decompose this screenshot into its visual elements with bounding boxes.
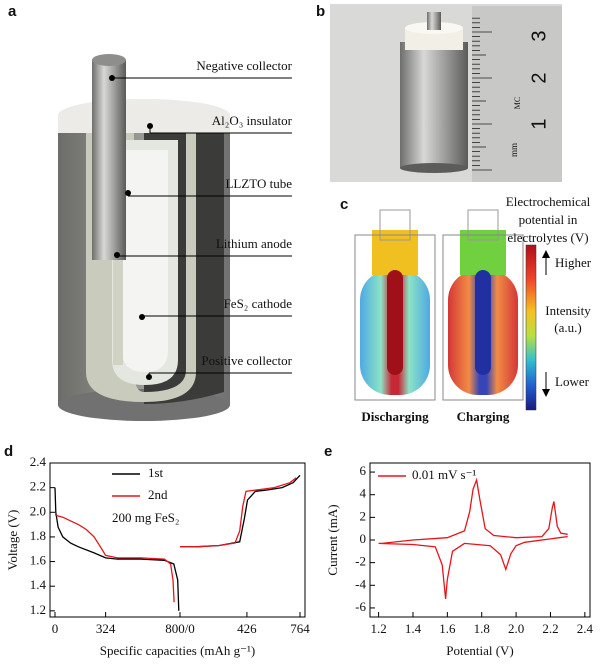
y-tick-label: 1.8 [30,528,46,543]
x-axis-title: Specific capacities (mAh g⁻¹) [100,643,256,658]
x-tick-label: 1.8 [474,621,490,636]
callout-label: Al₂O₃ insulator [212,113,293,128]
x-axis-title: Potential (V) [446,643,514,658]
x-tick-label: 800/0 [165,621,195,636]
legend-title: Electrochemical [506,194,591,209]
legend-title: potential in [519,212,578,227]
y-tick-label: 0 [360,531,367,546]
legend-label: 1st [148,465,164,480]
x-tick-label: 0 [52,621,59,636]
intensity-label: (a.u.) [554,320,581,335]
x-tick-label: 1.6 [439,621,456,636]
x-tick-label: 1.2 [370,621,386,636]
high-label: Higher [555,255,592,270]
data-line [378,477,568,599]
y-tick-label: 2.0 [30,503,46,518]
callout-label: Positive collector [201,353,292,368]
panel-label: d [4,443,13,460]
leader-dot [146,374,152,380]
data-line [54,487,180,611]
y-tick-label: 2.4 [30,454,47,469]
simulation [354,209,550,411]
y-tick-label: 1.2 [30,602,46,617]
leader-dot [147,123,153,129]
ruler-number: 2 [528,72,550,83]
callout-label: LLZTO tube [225,176,292,191]
y-tick-label: 2 [360,508,367,523]
y-tick-label: -4 [355,576,366,591]
leader-dot [139,314,145,320]
data-line [54,514,175,603]
panel-label: b [316,3,325,20]
x-tick-label: 764 [290,621,310,636]
callout-label: FeS₂ cathode [224,296,293,311]
x-tick-label: 324 [96,621,116,636]
intensity-label: Intensity [545,303,591,318]
x-tick-label: 2.4 [577,621,594,636]
caption: Discharging [361,409,429,424]
y-axis-title: Voltage (V) [5,510,20,571]
plot-frame [49,462,306,618]
leader-dot [114,252,120,258]
ruler-unit: mm [509,143,519,157]
annotation: 200 mg FeS₂ [112,510,179,525]
legend-label: 0.01 mV s⁻¹ [412,467,476,482]
ruler-ticks: 1 2 3 mm MC [472,17,550,171]
callout-label: Negative collector [196,58,292,73]
photo: 1 2 3 mm MC [330,4,562,182]
y-tick-label: 4 [360,486,367,501]
y-tick-label: 1.6 [30,553,47,568]
leader-dot [125,190,131,196]
leader-dot [109,75,115,81]
panel-label: e [324,443,332,460]
panel-label: c [340,196,348,213]
low-label: Lower [555,374,590,389]
data-line [180,474,301,548]
ruler-number: 1 [528,118,550,129]
ruler-number: 3 [528,30,550,41]
y-tick-label: 6 [360,463,367,478]
y-tick-label: -2 [355,554,366,569]
plot-frame [369,462,591,618]
data-line [180,477,297,548]
ruler-logo: MC [513,97,522,109]
caption: Charging [457,409,510,424]
x-tick-label: 2.2 [542,621,558,636]
callout-label: Lithium anode [216,236,292,251]
y-tick-label: -6 [355,599,366,614]
x-tick-label: 2.0 [508,621,524,636]
x-tick-label: 1.4 [405,621,422,636]
x-tick-label: 426 [237,621,257,636]
y-axis-title: Current (mA) [325,504,340,575]
legend-title: electrolytes (V) [507,230,588,245]
panel-label: a [8,3,17,20]
y-tick-label: 1.4 [30,577,47,592]
y-tick-label: 2.2 [30,479,46,494]
legend-label: 2nd [148,487,168,502]
